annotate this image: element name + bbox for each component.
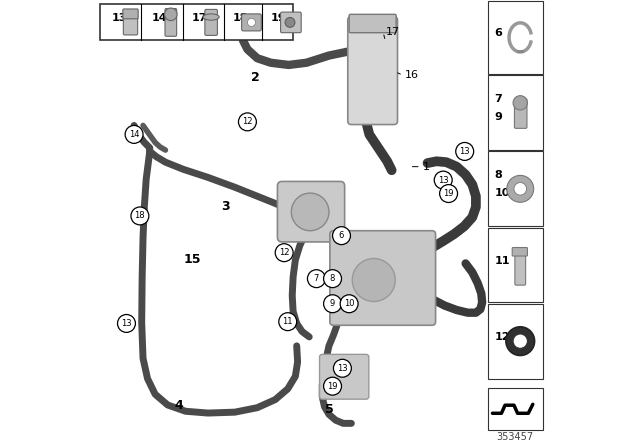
FancyBboxPatch shape [319, 354, 369, 399]
Circle shape [324, 270, 342, 288]
FancyBboxPatch shape [488, 304, 543, 379]
Circle shape [513, 334, 527, 349]
Text: 7: 7 [494, 94, 502, 104]
Text: 19: 19 [444, 189, 454, 198]
FancyBboxPatch shape [205, 9, 218, 35]
FancyBboxPatch shape [123, 9, 138, 19]
FancyBboxPatch shape [488, 388, 543, 430]
Text: 353457: 353457 [496, 432, 534, 442]
Text: 9: 9 [494, 112, 502, 122]
Circle shape [164, 8, 177, 21]
Text: 5: 5 [324, 403, 333, 417]
Text: 12: 12 [242, 117, 253, 126]
Text: 12: 12 [494, 332, 510, 342]
Circle shape [434, 171, 452, 189]
FancyBboxPatch shape [280, 12, 301, 33]
Circle shape [507, 175, 534, 202]
Circle shape [333, 227, 351, 245]
Circle shape [324, 295, 342, 313]
Circle shape [456, 142, 474, 160]
Text: 2: 2 [251, 71, 259, 85]
Text: 10: 10 [344, 299, 355, 308]
Circle shape [275, 244, 293, 262]
Text: 14: 14 [152, 13, 167, 23]
Text: 10: 10 [494, 188, 509, 198]
FancyBboxPatch shape [124, 10, 138, 35]
Text: 4: 4 [175, 399, 183, 412]
Text: 19: 19 [271, 13, 286, 23]
Circle shape [118, 314, 136, 332]
Text: 1: 1 [423, 162, 430, 172]
FancyBboxPatch shape [515, 249, 525, 285]
Text: 12: 12 [279, 248, 289, 257]
FancyBboxPatch shape [488, 228, 543, 302]
Circle shape [513, 96, 527, 110]
Text: 13: 13 [460, 147, 470, 156]
Circle shape [324, 377, 342, 395]
Text: 13: 13 [438, 176, 449, 185]
Text: 18: 18 [232, 13, 248, 23]
Circle shape [352, 258, 396, 302]
FancyBboxPatch shape [348, 17, 397, 125]
Text: 16: 16 [405, 70, 419, 80]
Circle shape [307, 270, 325, 288]
FancyBboxPatch shape [488, 151, 543, 226]
Circle shape [514, 182, 527, 195]
Text: 17: 17 [192, 13, 207, 23]
Circle shape [131, 207, 149, 225]
Text: 14: 14 [129, 130, 140, 139]
Text: 6: 6 [494, 28, 502, 38]
FancyBboxPatch shape [515, 99, 527, 128]
Text: 19: 19 [327, 382, 338, 391]
Text: 9: 9 [330, 299, 335, 308]
Circle shape [279, 313, 297, 331]
FancyBboxPatch shape [488, 1, 543, 74]
Circle shape [285, 17, 295, 27]
Text: 8: 8 [330, 274, 335, 283]
FancyBboxPatch shape [349, 14, 396, 33]
Circle shape [440, 185, 458, 202]
Circle shape [340, 295, 358, 313]
FancyBboxPatch shape [165, 9, 177, 36]
Text: 3: 3 [221, 199, 230, 213]
Text: 13: 13 [337, 364, 348, 373]
Text: 7: 7 [314, 274, 319, 283]
Text: 8: 8 [494, 170, 502, 181]
Ellipse shape [203, 14, 219, 20]
Circle shape [333, 359, 351, 377]
Text: 17: 17 [385, 27, 399, 37]
Text: 18: 18 [134, 211, 145, 220]
Circle shape [239, 113, 257, 131]
Text: 13: 13 [111, 13, 127, 23]
Text: 11: 11 [494, 255, 510, 266]
Text: 15: 15 [184, 253, 201, 267]
Text: 11: 11 [282, 317, 293, 326]
FancyBboxPatch shape [330, 231, 436, 325]
Text: 13: 13 [121, 319, 132, 328]
Circle shape [506, 327, 534, 356]
FancyBboxPatch shape [277, 181, 344, 242]
FancyBboxPatch shape [488, 75, 543, 150]
Circle shape [125, 125, 143, 143]
FancyBboxPatch shape [100, 4, 293, 40]
Text: 6: 6 [339, 231, 344, 240]
Circle shape [291, 193, 329, 231]
Circle shape [248, 18, 255, 26]
FancyBboxPatch shape [241, 14, 261, 31]
FancyBboxPatch shape [512, 247, 527, 256]
